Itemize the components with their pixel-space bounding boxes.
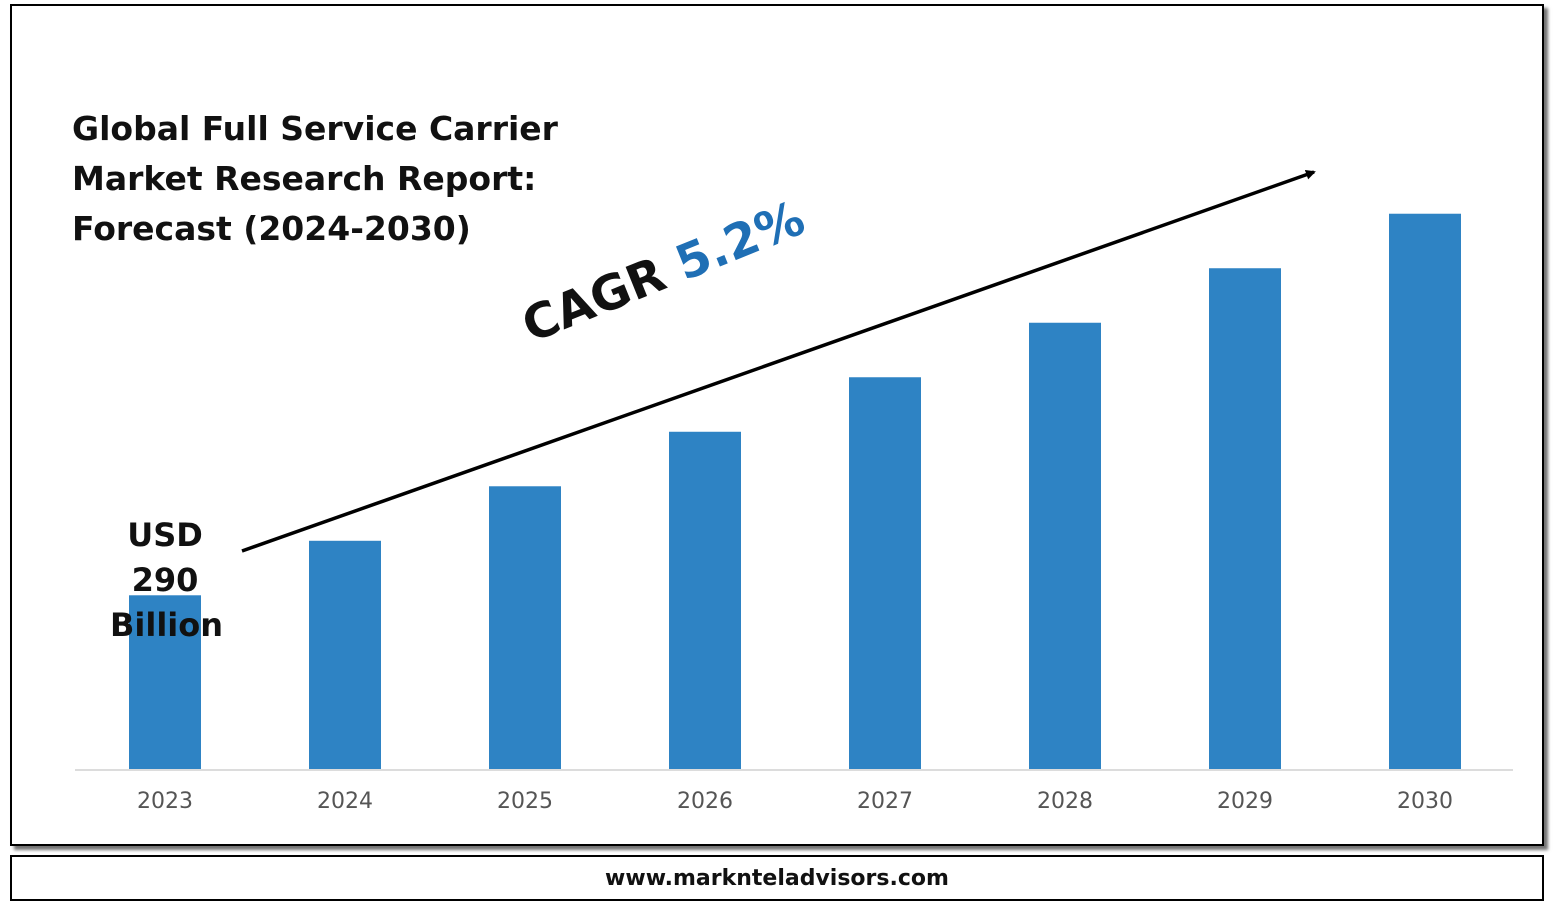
x-axis-tick-labels: 2023 2024 2025 2026 2027 2028 2029 2030 xyxy=(137,789,1453,814)
x-tick-label-2027: 2027 xyxy=(857,789,913,814)
cagr-trend-arrow xyxy=(241,169,1316,553)
x-tick-label-2024: 2024 xyxy=(317,789,373,814)
chart-frame xyxy=(10,4,1544,846)
chart-title-line-3: Forecast (2024-2030) xyxy=(72,209,471,248)
start-value-label: USD 290 Billion xyxy=(110,513,224,648)
bar-2028 xyxy=(1029,322,1101,769)
chart-title-line-2: Market Research Report: xyxy=(72,159,537,198)
bars xyxy=(129,213,1461,770)
bar-2024 xyxy=(309,540,381,769)
footer: www.marknteladvisors.com xyxy=(10,855,1544,901)
x-tick-label-2025: 2025 xyxy=(497,789,553,814)
bar-2029 xyxy=(1209,268,1281,769)
bar-2027 xyxy=(849,377,921,769)
bar-2025 xyxy=(489,486,561,769)
bar-2026 xyxy=(669,431,741,769)
x-tick-label-2030: 2030 xyxy=(1397,789,1453,814)
bar-2030 xyxy=(1389,213,1461,770)
bar-2023 xyxy=(129,595,201,769)
start-value-currency: USD xyxy=(127,516,203,554)
start-value-unit: Billion xyxy=(110,606,224,644)
x-tick-label-2023: 2023 xyxy=(137,789,193,814)
start-value-amount: 290 xyxy=(131,561,199,599)
x-tick-label-2028: 2028 xyxy=(1037,789,1093,814)
x-tick-label-2029: 2029 xyxy=(1217,789,1273,814)
chart-title: Global Full Service Carrier Market Resea… xyxy=(72,104,632,254)
footer-website-link[interactable]: www.marknteladvisors.com xyxy=(605,865,949,891)
x-tick-label-2026: 2026 xyxy=(677,789,733,814)
chart-title-line-1: Global Full Service Carrier xyxy=(72,109,558,148)
